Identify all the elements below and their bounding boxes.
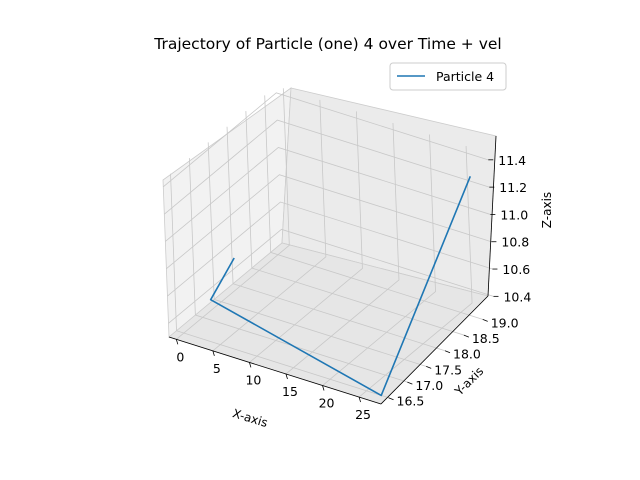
z-gridline (166, 174, 492, 270)
axis-lines (168, 135, 497, 405)
y-tick-label: 17.0 (415, 378, 443, 393)
y-gridline (245, 111, 464, 336)
y-gridline (170, 173, 389, 399)
grid-lines (163, 88, 494, 399)
x-axis-line (168, 336, 382, 405)
z-tick-label: 10.8 (501, 235, 529, 250)
z-tick-label: 11.4 (498, 153, 526, 168)
z-gridline (167, 201, 493, 297)
x-tick-label: 0 (176, 349, 184, 364)
z-tick-label: 10.6 (502, 262, 530, 277)
x-tick-mark (285, 373, 288, 380)
axes-panes (162, 87, 497, 405)
x-tick-mark (175, 339, 179, 345)
legend-box (389, 62, 507, 91)
series-layer (209, 175, 472, 397)
y-gridline (264, 95, 483, 320)
x-gridline (176, 88, 290, 340)
x-tick-label: 15 (282, 384, 298, 399)
y-gridline (188, 158, 408, 383)
x-gridline (212, 99, 327, 352)
y-gridline (207, 142, 427, 367)
z-tick-label: 11.2 (499, 180, 527, 195)
y-tick-label: 19.0 (491, 315, 519, 330)
x-gridline (322, 134, 436, 386)
x-tick-label: 25 (355, 407, 371, 422)
y-tick-mark (482, 319, 488, 322)
x-tick-label: 10 (245, 372, 261, 387)
y-tick-label: 18.5 (472, 331, 500, 346)
z-gridline (163, 92, 489, 188)
y-tick-label: 17.5 (434, 362, 462, 377)
ticks: 0 5 10 15 20 25 16.517.017.518.018.519.0 10.4 10… (175, 153, 531, 422)
y-tick-label: 18.0 (453, 347, 481, 362)
legend-label-particle-4: Particle 4 (436, 69, 494, 84)
series-line-particle-4 (209, 175, 472, 397)
x-tick-mark (212, 350, 215, 356)
x-axis-label: X-axis (231, 406, 270, 430)
x-tick-label: 5 (213, 361, 221, 376)
x-tick-mark (358, 396, 361, 403)
x-tick-mark (249, 362, 252, 368)
z-gridline (164, 119, 490, 215)
x-tick-mark (322, 385, 325, 391)
y-tick-mark (463, 334, 470, 338)
y-tick-mark (426, 366, 432, 369)
y-tick-mark (444, 350, 451, 354)
z-axis-line (487, 135, 497, 297)
y-tick-mark (407, 381, 413, 385)
y-gridline (226, 126, 446, 352)
x-gridline (249, 111, 363, 363)
z-axis-label: Z-axis (540, 192, 554, 228)
z-gridline (168, 228, 494, 324)
y-axis-line (380, 295, 489, 405)
z-tick-label: 10.4 (503, 289, 531, 304)
x-tick-label: 20 (319, 396, 335, 411)
x-gridline (358, 146, 473, 398)
z-gridline (165, 146, 491, 242)
z-tick-label: 11.0 (500, 207, 528, 222)
legend: Particle 4 (389, 62, 507, 91)
x-gridline (285, 122, 400, 375)
y-tick-label: 16.5 (397, 394, 425, 409)
y-tick-mark (388, 397, 394, 401)
chart-title: Trajectory of Particle (one) 4 over Time… (153, 35, 501, 53)
